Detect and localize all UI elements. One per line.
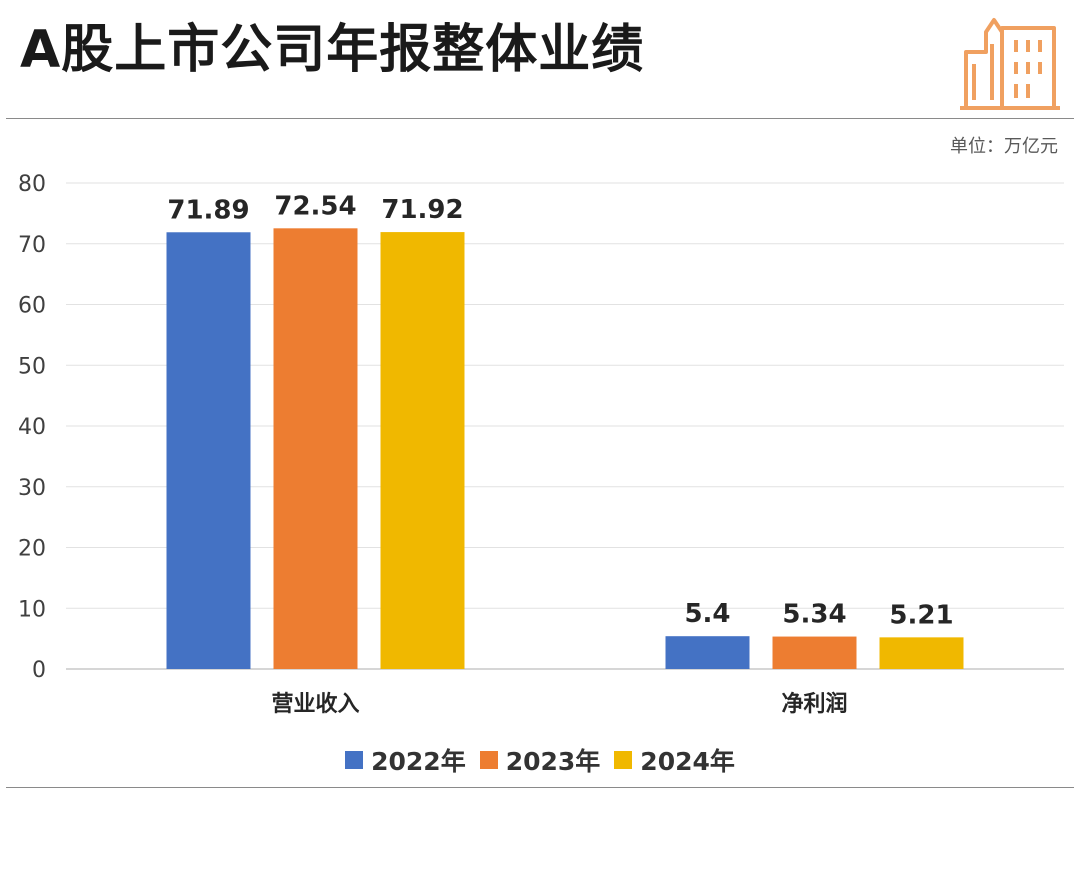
legend-item-2022: 2022年 xyxy=(345,742,466,778)
data-label: 5.21 xyxy=(889,600,953,630)
footer-divider xyxy=(6,787,1074,788)
bar xyxy=(166,232,251,669)
legend-item-2024: 2024年 xyxy=(614,742,735,778)
x-category-label: 净利润 xyxy=(781,691,847,717)
legend-swatch-2022 xyxy=(345,751,364,769)
header-divider xyxy=(6,118,1074,119)
bar xyxy=(772,636,857,669)
unit-label: 单位：万亿元 xyxy=(950,136,1058,157)
legend: 2022年 2023年 2024年 xyxy=(0,742,1080,778)
chart-title: A股上市公司年报整体业绩 xyxy=(20,20,645,80)
data-label: 5.4 xyxy=(684,599,730,629)
buildings-icon xyxy=(960,18,1060,110)
data-label: 71.92 xyxy=(381,195,463,225)
legend-label-2022: 2022年 xyxy=(371,747,466,776)
data-label: 72.54 xyxy=(274,191,356,221)
y-tick-label: 30 xyxy=(18,476,46,501)
bar xyxy=(879,637,964,669)
y-tick-label: 80 xyxy=(18,172,46,197)
y-tick-label: 10 xyxy=(18,597,46,622)
bar xyxy=(273,228,358,669)
legend-swatch-2023 xyxy=(479,751,498,769)
legend-label-2024: 2024年 xyxy=(640,747,735,776)
y-tick-label: 0 xyxy=(32,658,46,683)
y-tick-label: 70 xyxy=(18,233,46,258)
legend-item-2023: 2023年 xyxy=(479,742,601,778)
y-tick-label: 40 xyxy=(18,415,46,440)
y-tick-label: 60 xyxy=(18,294,46,319)
y-tick-label: 20 xyxy=(18,537,46,562)
bar xyxy=(665,636,750,669)
data-label: 5.34 xyxy=(782,600,846,630)
legend-swatch-2024 xyxy=(614,751,633,769)
data-label: 71.89 xyxy=(167,195,249,225)
bar xyxy=(380,232,465,669)
legend-label-2023: 2023年 xyxy=(505,747,601,776)
x-category-label: 营业收入 xyxy=(271,691,359,717)
y-tick-label: 50 xyxy=(18,354,46,379)
